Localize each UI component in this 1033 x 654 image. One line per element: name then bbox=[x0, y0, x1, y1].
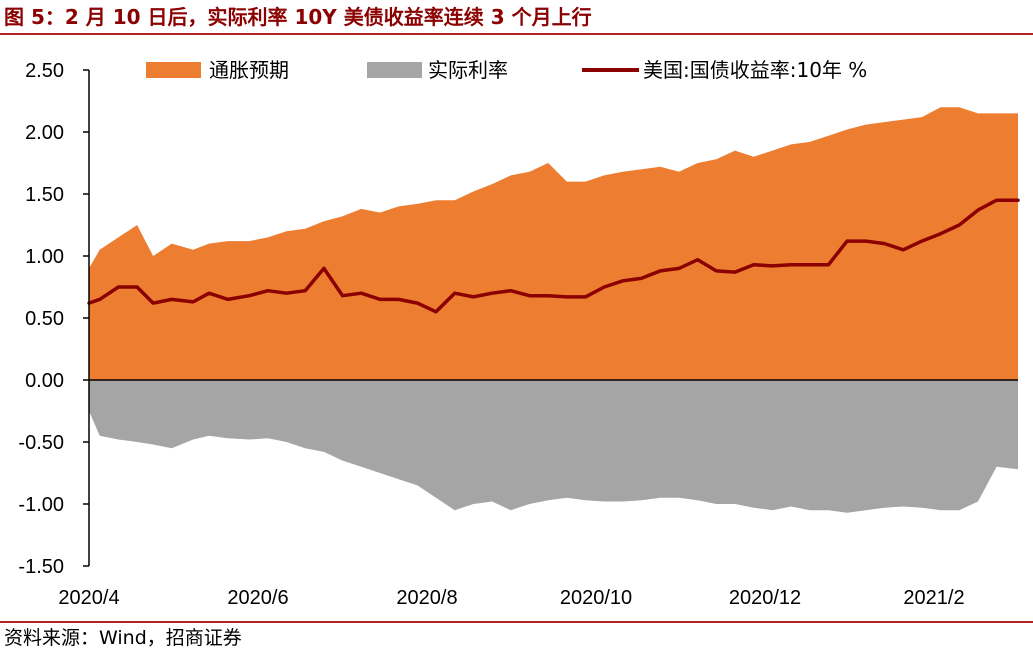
y-tick-label: 1.50 bbox=[25, 184, 64, 206]
x-tick-label: 2020/4 bbox=[58, 587, 119, 609]
legend-label: 通胀预期 bbox=[209, 58, 289, 82]
legend-label: 美国:国债收益率:10年 % bbox=[643, 58, 867, 82]
y-tick-label: 0.00 bbox=[25, 370, 64, 392]
chart-area: 2.502.001.501.000.500.00-0.50-1.00-1.50 … bbox=[18, 58, 1020, 609]
x-tick-label: 2020/10 bbox=[560, 587, 632, 609]
x-tick-label: 2020/8 bbox=[396, 587, 457, 609]
x-tick-label: 2021/2 bbox=[903, 587, 964, 609]
x-tick-label: 2020/6 bbox=[227, 587, 288, 609]
x-tick-label: 2020/12 bbox=[729, 587, 801, 609]
legend-swatch bbox=[146, 62, 201, 78]
y-tick-label: 2.00 bbox=[25, 122, 64, 144]
area-layer bbox=[89, 107, 1018, 513]
series-area-0 bbox=[89, 107, 1018, 380]
x-axis-ticks: 2020/4 2020/6 2020/8 2020/10 2020/12 2021/2 bbox=[58, 587, 964, 609]
y-axis-ticks: 2.50 2.00 1.50 1.00 0.50 0.00 -0.50 -1.00 -1.50 bbox=[18, 60, 89, 578]
y-tick-label: 0.50 bbox=[25, 308, 64, 330]
line-layer bbox=[87, 198, 1020, 314]
source-note: 资料来源：Wind，招商证券 bbox=[4, 627, 242, 649]
chart-title: 图 5：2 月 10 日后，实际利率 10Y 美债收益率连续 3 个月上行 bbox=[4, 5, 592, 29]
legend-label: 实际利率 bbox=[428, 58, 508, 82]
y-tick-label: -1.00 bbox=[18, 494, 64, 516]
y-tick-label: -0.50 bbox=[18, 432, 64, 454]
legend: 通胀预期 实际利率 美国:国债收益率:10年 % bbox=[146, 58, 867, 82]
source-rule bbox=[0, 621, 1033, 623]
y-tick-label: -1.50 bbox=[18, 556, 64, 578]
series-line-2 bbox=[87, 198, 1020, 314]
title-rule bbox=[0, 33, 1033, 35]
legend-swatch bbox=[367, 62, 422, 78]
y-tick-label: 1.00 bbox=[25, 246, 64, 268]
y-tick-label: 2.50 bbox=[25, 60, 64, 82]
series-area-1 bbox=[89, 380, 1018, 513]
